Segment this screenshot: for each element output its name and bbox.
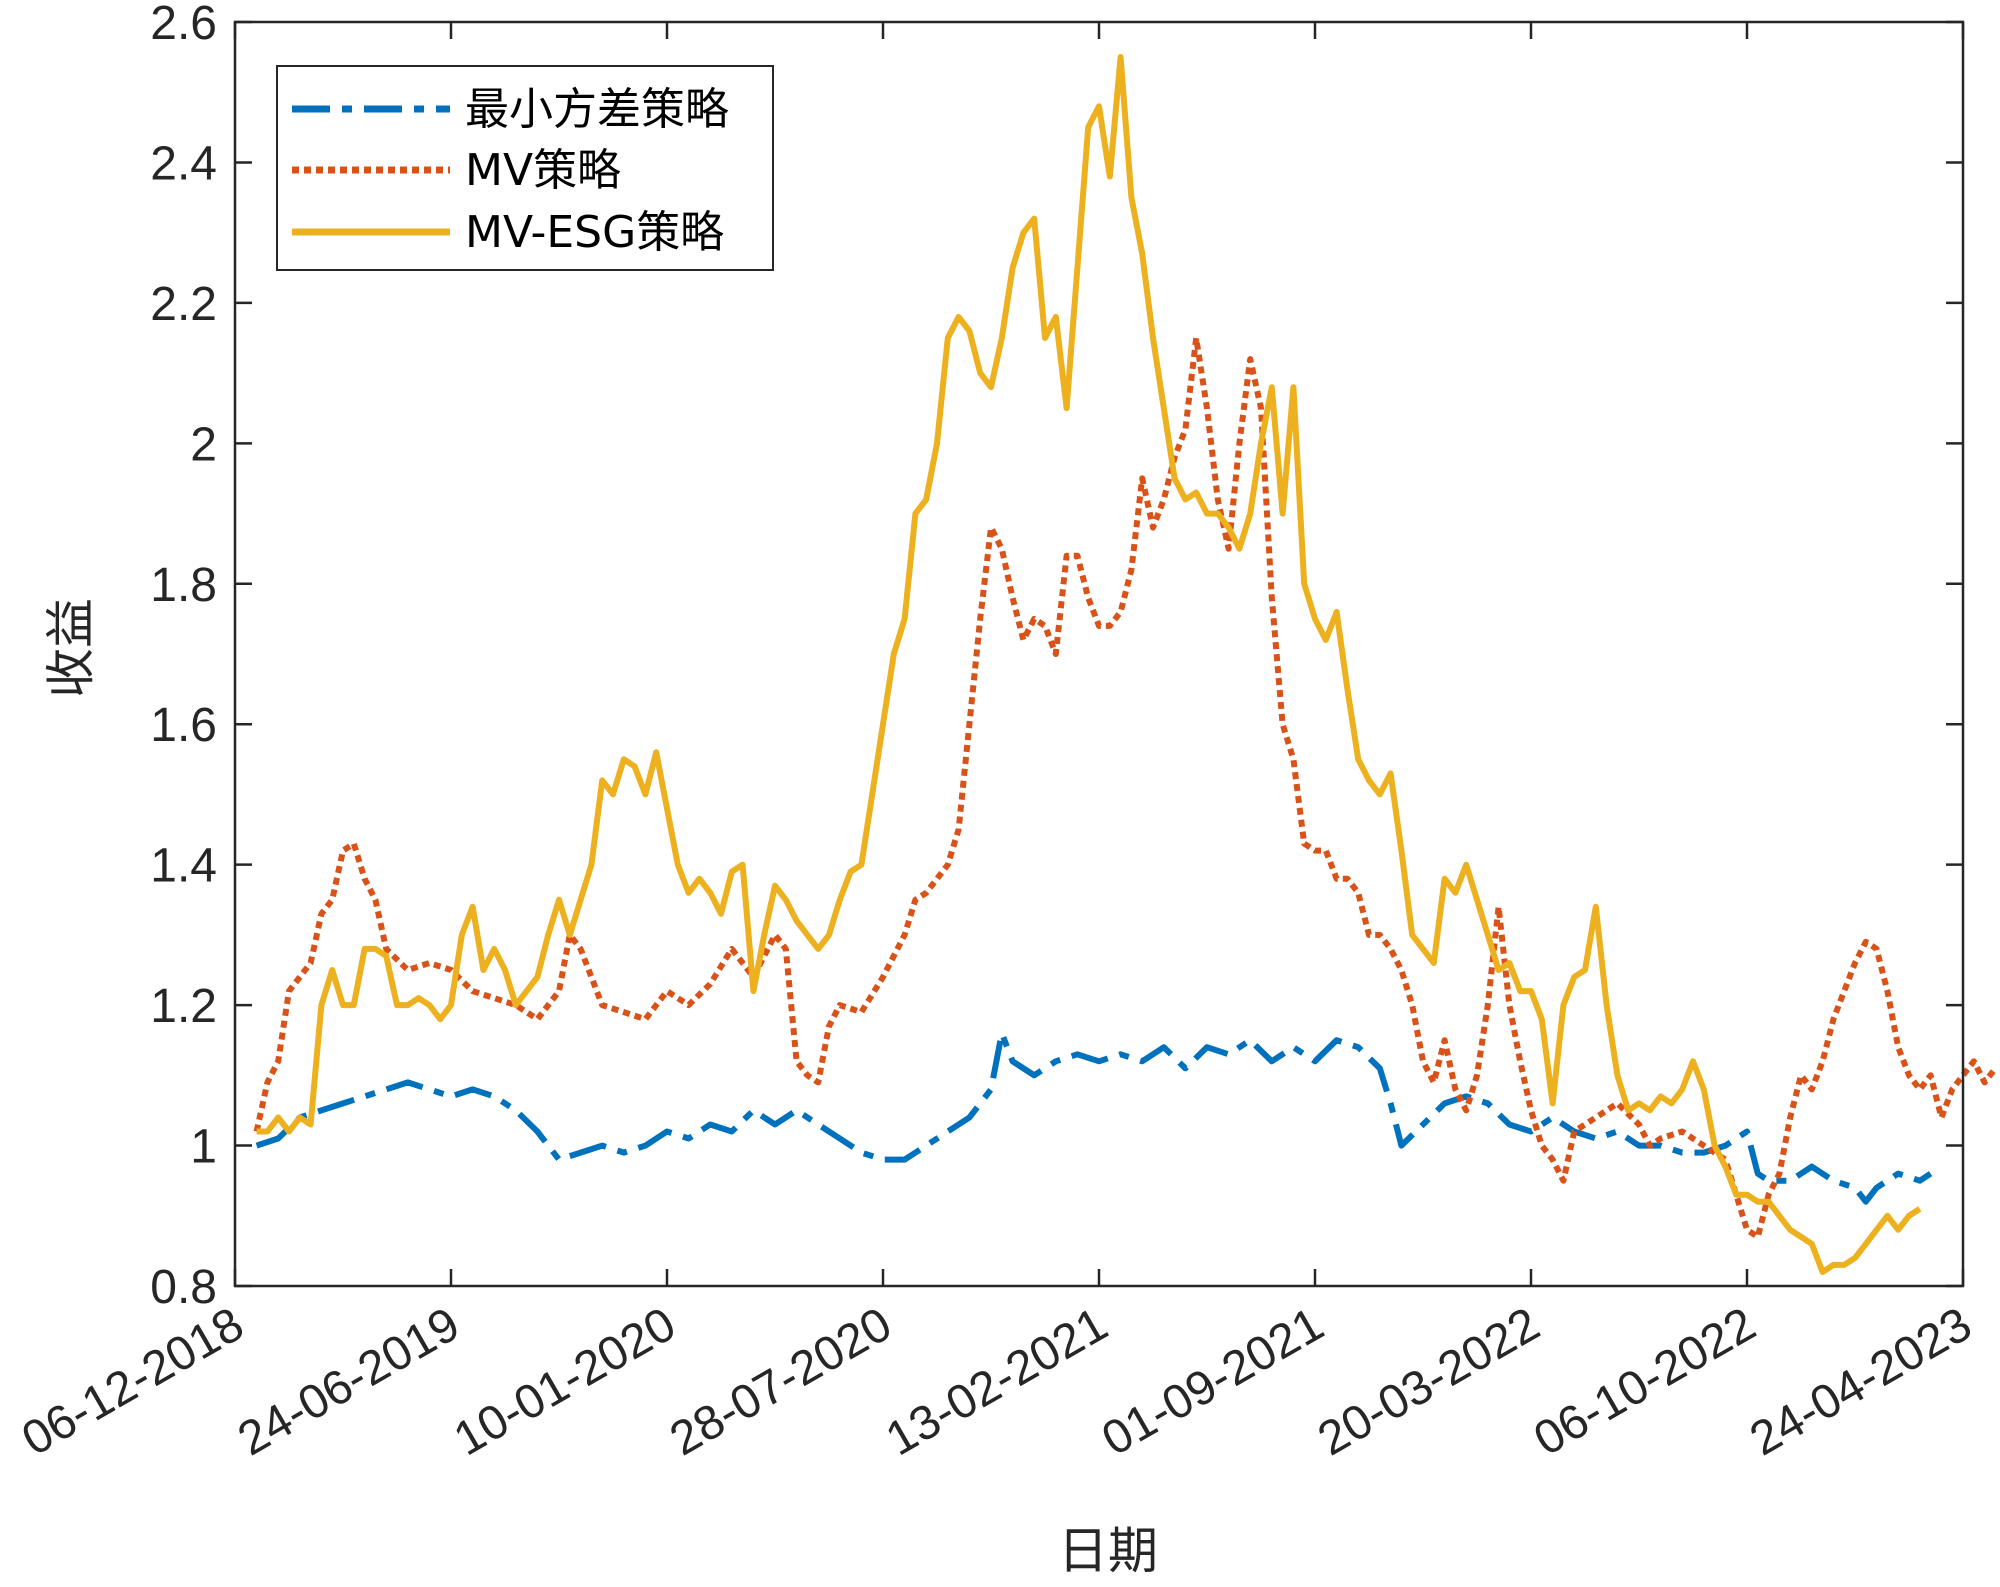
legend-entry-mv-esg: MV-ESG策略 — [292, 207, 724, 258]
x-tick-labels: 06-12-201824-06-201910-01-202028-07-2020… — [13, 1298, 1980, 1467]
x-tick-label: 13-02-2021 — [877, 1298, 1116, 1467]
legend-entry-min-variance: 最小方差策略 — [292, 84, 729, 135]
y-tick-labels: 0.8 1 1.2 1.4 1.6 1.8 2 2.2 2.4 2.6 — [150, 0, 217, 1314]
legend: 最小方差策略 MV策略 MV-ESG策略 — [276, 65, 774, 271]
y-tick-label: 1.4 — [150, 840, 217, 893]
y-tick-label: 0.8 — [150, 1261, 217, 1314]
series-line-min-variance — [255, 1030, 1933, 1205]
x-tick-label: 20-03-2022 — [1309, 1298, 1548, 1467]
legend-entry-mv: MV策略 — [292, 145, 621, 196]
x-tick-label: 01-09-2021 — [1093, 1298, 1332, 1467]
y-tick-label: 2.2 — [150, 278, 217, 331]
x-tick-label: 06-12-2018 — [13, 1298, 252, 1467]
x-tick-label: 24-06-2019 — [229, 1298, 468, 1467]
y-tick-label: 2 — [190, 418, 217, 471]
y-axis-label: 收益 — [42, 598, 100, 698]
series-line-mv — [253, 335, 1998, 1240]
y-tick-label: 2.6 — [150, 0, 217, 50]
x-axis-label: 日期 — [1058, 1522, 1158, 1580]
x-tick-label: 06-10-2022 — [1525, 1298, 1764, 1467]
x-tick-label: 10-01-2020 — [445, 1298, 684, 1467]
y-tick-label: 1.2 — [150, 980, 217, 1033]
legend-label-min-variance: 最小方差策略 — [465, 84, 729, 135]
legend-label-mv-esg: MV-ESG策略 — [465, 207, 724, 258]
axis-ticks — [233, 20, 1965, 1288]
legend-label-mv: MV策略 — [465, 145, 621, 196]
y-tick-label: 2.4 — [150, 137, 217, 190]
plot-area — [253, 54, 1998, 1275]
x-tick-label: 28-07-2020 — [661, 1298, 900, 1467]
y-tick-label: 1 — [190, 1121, 217, 1174]
legend-box — [276, 65, 774, 271]
x-tick-label: 24-04-2023 — [1741, 1298, 1980, 1467]
series-line-mv-esg — [256, 54, 1922, 1275]
y-tick-label: 1.6 — [150, 699, 217, 752]
y-tick-label: 1.8 — [150, 559, 217, 612]
